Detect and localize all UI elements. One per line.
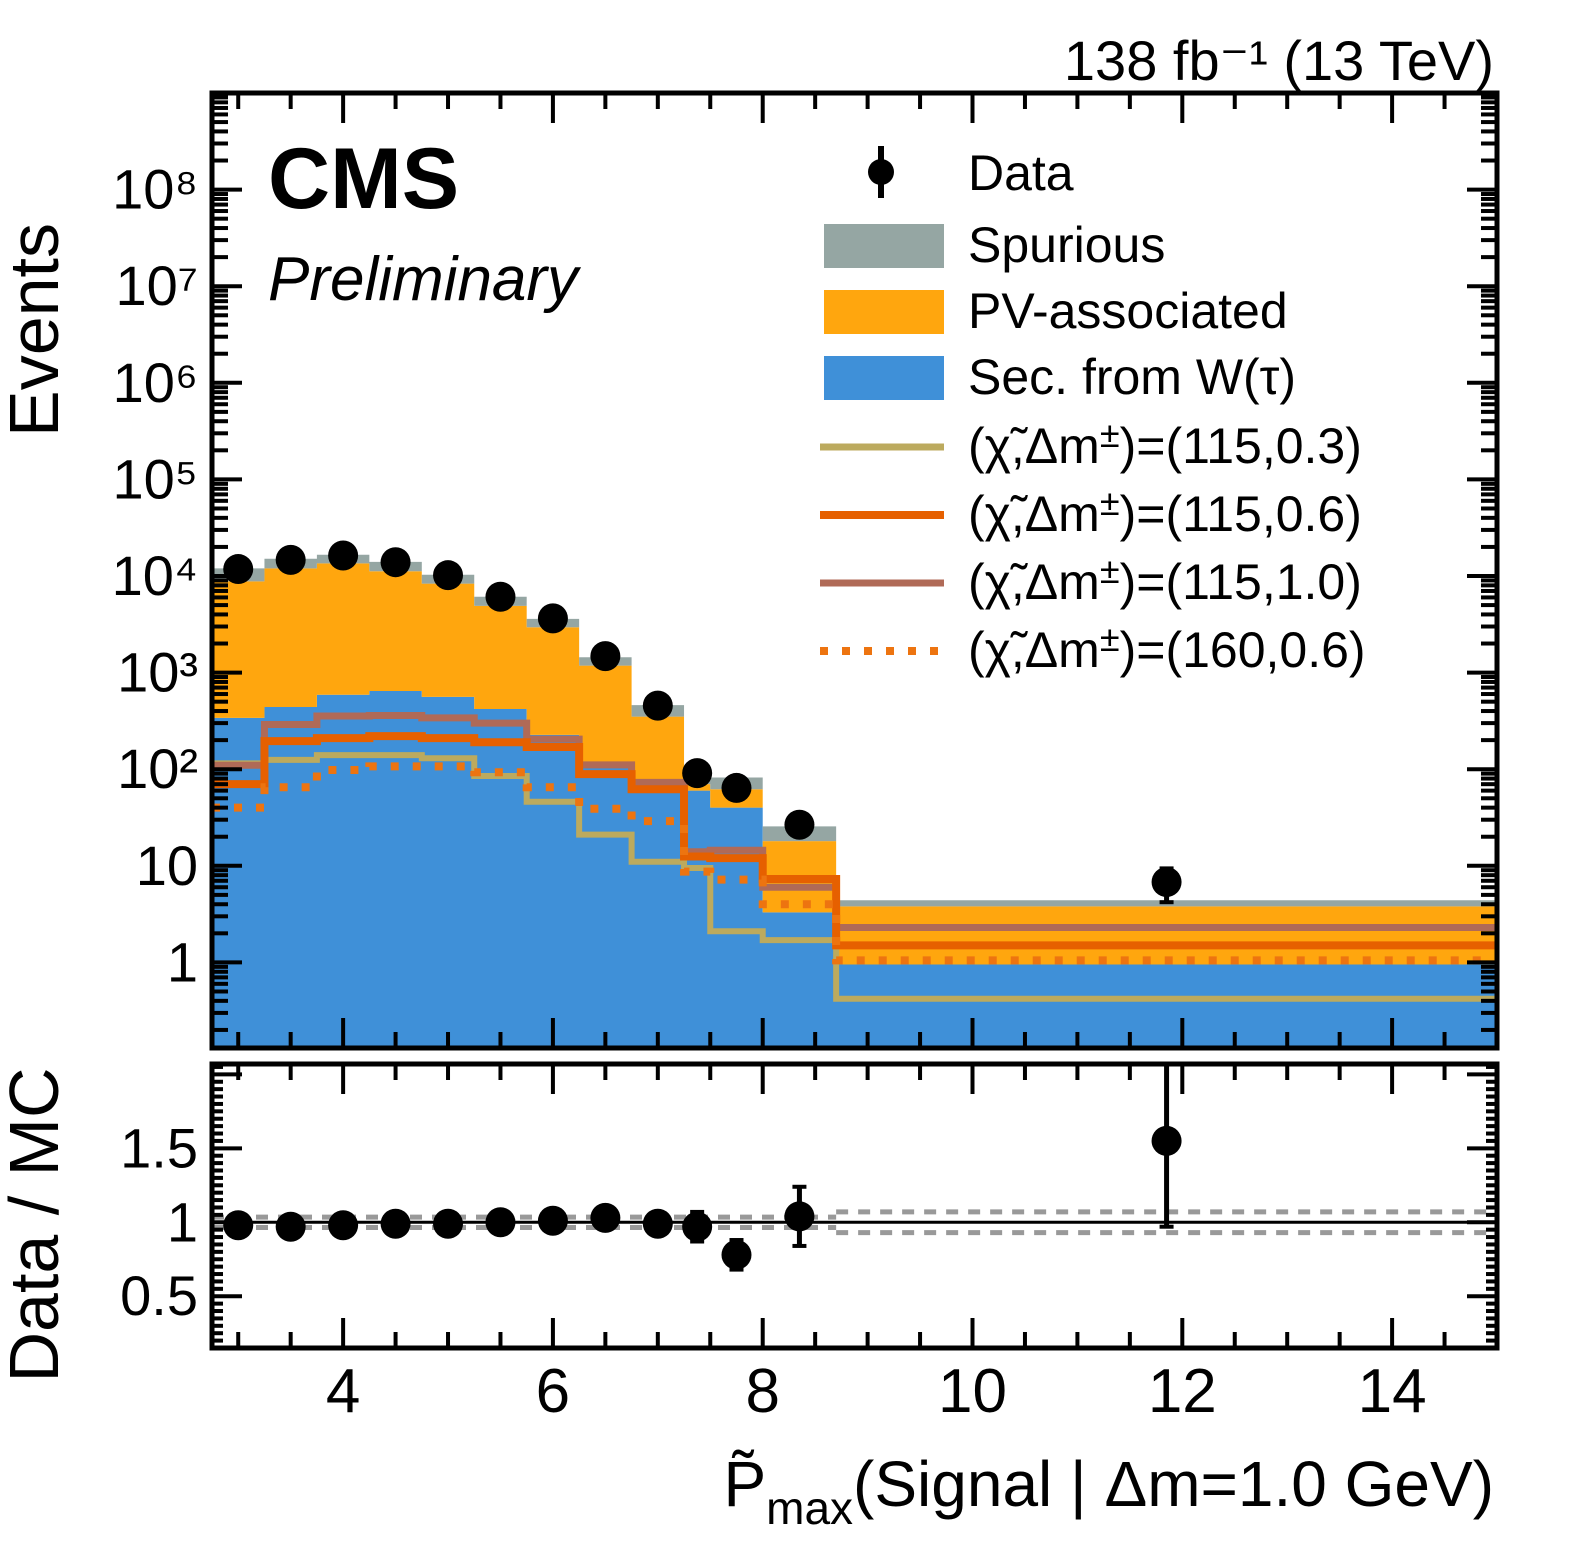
signal-line-(115,0.6) (212, 732, 1497, 950)
x-tick-label: 8 (745, 1357, 779, 1426)
data-point (1151, 866, 1182, 897)
ratio-point (380, 1208, 411, 1239)
x-tick-label: 12 (1148, 1357, 1217, 1426)
ratio-point (328, 1210, 359, 1241)
ratio-point (433, 1208, 464, 1239)
ratio-point (642, 1208, 673, 1239)
signal-line-(160,0.6) (212, 762, 1497, 965)
stack-sec-from-w-tau (212, 691, 1497, 1048)
main-y-tick-label: 1 (167, 930, 198, 993)
tick-marks (212, 93, 1497, 1348)
axis-ticks-and-labels: 1 10 10² 10³ 10⁴ 10⁵ 10⁶ 10⁷ 10⁸ 4 6 8 10 12 14 0.5 1 1.5 (112, 93, 1497, 1426)
ratio-panel-content (212, 1064, 1497, 1272)
data-point (537, 603, 568, 634)
legend-data-label: Data (968, 145, 1074, 201)
x-tick-label: 10 (938, 1357, 1007, 1426)
experiment-status: Preliminary (268, 245, 582, 314)
legend-data-marker (868, 146, 894, 198)
ratio-point (784, 1201, 815, 1232)
ratio-point (537, 1205, 568, 1236)
experiment-name: CMS (268, 131, 459, 227)
legend-sec-label: Sec. from W(τ) (968, 349, 1296, 405)
data-point (642, 690, 673, 721)
legend: Data Spurious PV-associated Sec. from W(… (820, 145, 1366, 678)
legend-sig4-label: (χ̃,Δm±)=(160,0.6) (968, 618, 1366, 678)
ratio-point (590, 1202, 621, 1233)
legend-pv-label: PV-associated (968, 283, 1288, 339)
data-point (682, 758, 713, 789)
x-title-subscript: max (766, 1482, 853, 1534)
signal-line-(115,1.0) (212, 711, 1497, 931)
ratio-point (1151, 1125, 1182, 1156)
ratio-points (223, 1064, 1182, 1272)
main-panel-frame (209, 90, 1500, 1051)
data-point (328, 540, 359, 571)
data-point (721, 772, 752, 803)
ratio-panel-frame (209, 1061, 1500, 1351)
main-y-tick-label: 10⁵ (112, 447, 198, 510)
data-point (485, 581, 516, 612)
main-y-tick-label: 10⁷ (115, 254, 198, 317)
ratio-y-tick-label: 0.5 (120, 1264, 198, 1327)
ratio-point (223, 1210, 254, 1241)
ratio-y-tick-label: 1 (167, 1190, 198, 1253)
ratio-point (682, 1211, 713, 1242)
x-axis-title: P̃max(Signal | Δm=1.0 GeV) (723, 1448, 1494, 1534)
main-y-tick-label: 10⁶ (113, 351, 198, 414)
ratio-y-axis-title: Data / MC (0, 1067, 73, 1382)
ratio-point (275, 1211, 306, 1242)
data-point (380, 547, 411, 578)
legend-sig2-label: (χ̃,Δm±)=(115,0.6) (968, 482, 1362, 542)
x-title-text: (Signal | Δm=1.0 GeV) (853, 1448, 1494, 1520)
data-point (433, 560, 464, 591)
main-y-tick-label: 10³ (117, 641, 198, 704)
x-tick-label: 14 (1358, 1357, 1427, 1426)
main-y-axis-title: Events (0, 223, 73, 437)
x-tick-label: 4 (326, 1357, 360, 1426)
data-point (784, 809, 815, 840)
main-y-tick-label: 10⁸ (112, 158, 198, 221)
legend-pv-swatch (824, 290, 944, 334)
luminosity-label: 138 fb⁻¹ (13 TeV) (1064, 29, 1494, 92)
main-panel-content (212, 540, 1497, 1048)
stack-pv-associated (212, 563, 1497, 965)
ratio-point (485, 1207, 516, 1238)
data-point (590, 641, 621, 672)
legend-sec-swatch (824, 356, 944, 400)
legend-spurious-swatch (824, 224, 944, 268)
legend-sig1-label: (χ̃,Δm±)=(115,0.3) (968, 414, 1362, 474)
data-points (223, 540, 1182, 905)
legend-sig3-label: (χ̃,Δm±)=(115,1.0) (968, 550, 1362, 610)
x-tick-label: 6 (536, 1357, 570, 1426)
x-title-symbol: P̃ (723, 1448, 766, 1520)
main-y-tick-label: 10⁴ (112, 544, 198, 607)
main-y-tick-label: 10 (136, 834, 198, 897)
ratio-point (721, 1239, 752, 1270)
ratio-y-tick-label: 1.5 (120, 1116, 198, 1179)
legend-spurious-label: Spurious (968, 217, 1165, 273)
data-point (275, 544, 306, 575)
main-y-tick-label: 10² (117, 737, 198, 800)
